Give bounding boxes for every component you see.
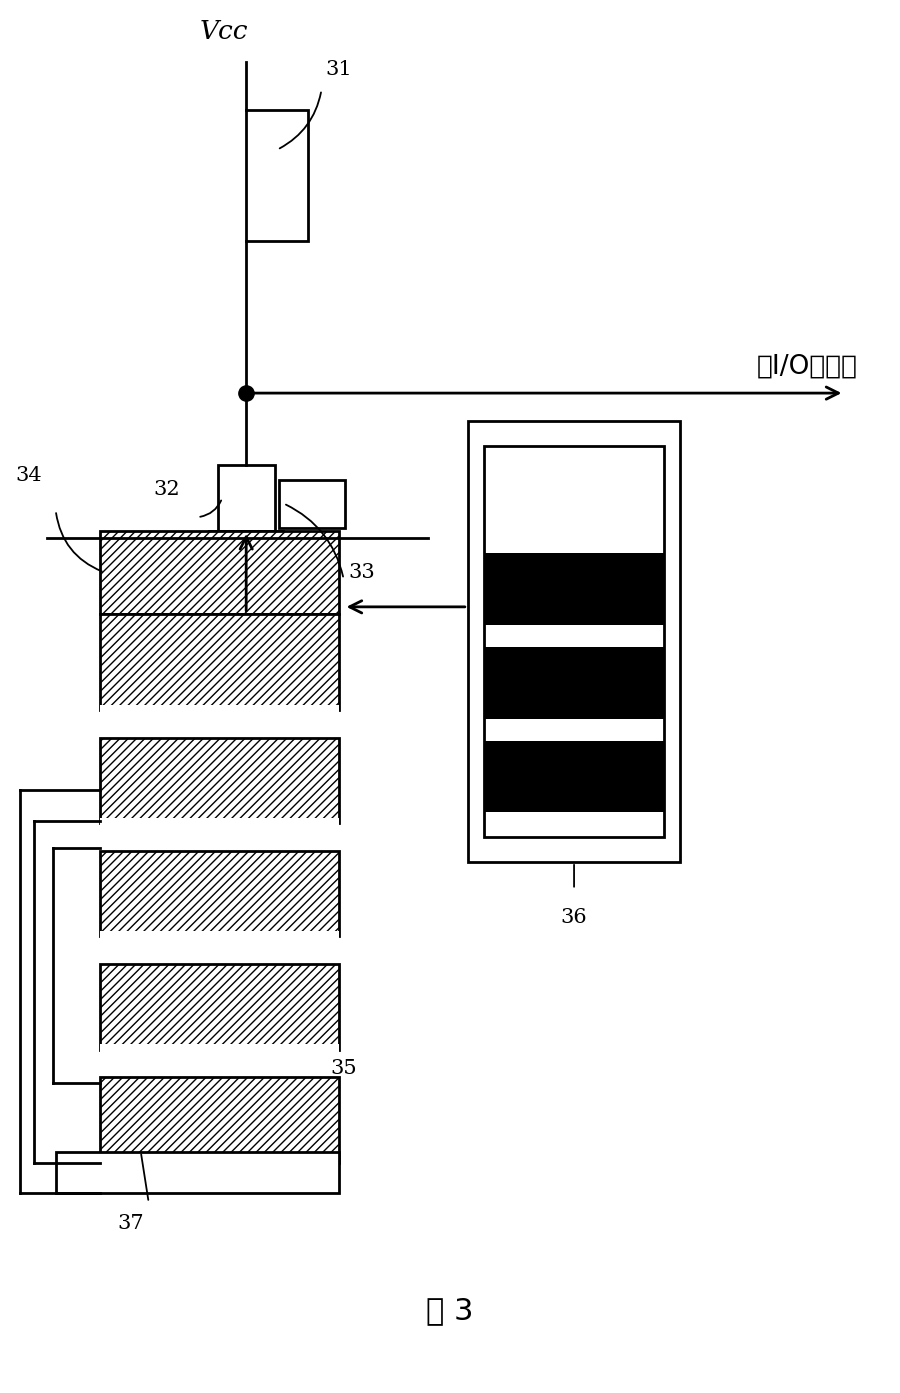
Text: 36: 36 <box>561 908 588 926</box>
Bar <box>100 531 339 614</box>
Bar <box>209 531 284 538</box>
Text: 34: 34 <box>16 467 42 485</box>
Bar <box>483 646 664 719</box>
Text: Vcc: Vcc <box>200 20 248 45</box>
Text: 37: 37 <box>118 1213 144 1233</box>
Bar <box>100 738 339 823</box>
Bar <box>100 614 339 710</box>
Bar <box>100 851 339 936</box>
Bar <box>100 931 339 944</box>
Text: 33: 33 <box>348 563 374 582</box>
Bar <box>483 446 664 837</box>
Bar <box>483 553 664 625</box>
Text: 31: 31 <box>326 60 353 78</box>
Bar <box>56 1152 339 1192</box>
Bar <box>468 421 680 862</box>
Text: 32: 32 <box>153 481 180 499</box>
Bar <box>247 110 308 241</box>
Bar <box>100 705 339 719</box>
Bar <box>483 741 664 812</box>
Text: 去I/O控制器: 去I/O控制器 <box>757 354 858 379</box>
Bar <box>100 818 339 832</box>
Bar <box>218 465 274 531</box>
Bar <box>100 1043 339 1057</box>
Bar <box>100 1077 339 1163</box>
Bar <box>279 481 346 528</box>
Text: 35: 35 <box>330 1059 357 1078</box>
Text: 图 3: 图 3 <box>427 1295 473 1325</box>
Bar <box>100 964 339 1049</box>
